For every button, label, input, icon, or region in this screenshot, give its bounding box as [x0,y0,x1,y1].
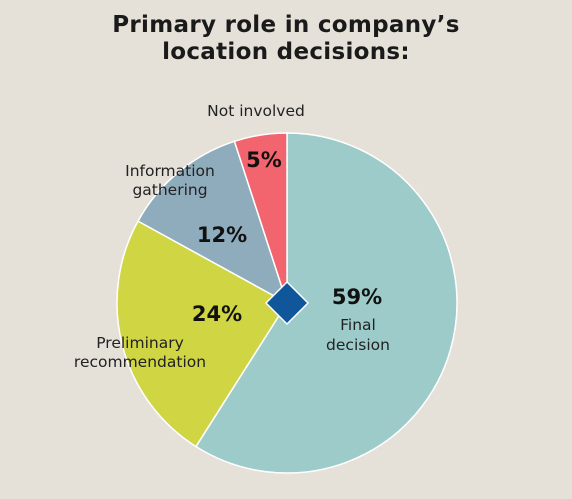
slice-label-information-gathering: Information gathering [125,162,215,199]
slice-label-line: Final [340,316,376,334]
slice-label-line: decision [326,336,390,354]
slice-label-line: gathering [132,181,207,199]
slice-value-preliminary-recommendation: 24% [192,302,242,326]
slice-value-not-involved: 5% [246,148,282,172]
slice-label-line: Information [125,162,215,180]
center-diamond-marker [264,280,310,326]
slice-label-not-involved: Not involved [207,102,305,120]
pie-slice-preliminary-recommendation [116,220,289,448]
chart-title-line-1: Primary role in company’s [112,12,460,38]
slice-label-preliminary-recommendation: Preliminary recommendation [74,334,206,371]
pie-slice-not-involved [233,132,288,304]
slice-value-information-gathering: 12% [197,223,247,247]
slice-value-final-decision: 59% [332,285,382,309]
slice-label-line: recommendation [74,353,206,371]
slice-label-line: Not involved [207,102,305,120]
pie-slice-information-gathering [137,140,289,305]
slice-label-line: Preliminary [96,334,184,352]
chart-title-line-2: location decisions: [162,39,410,65]
pie-slice-final-decision [194,132,458,474]
chart-title: Primary role in company’s location decis… [0,12,572,66]
slice-label-final-decision: Final decision [326,316,390,354]
